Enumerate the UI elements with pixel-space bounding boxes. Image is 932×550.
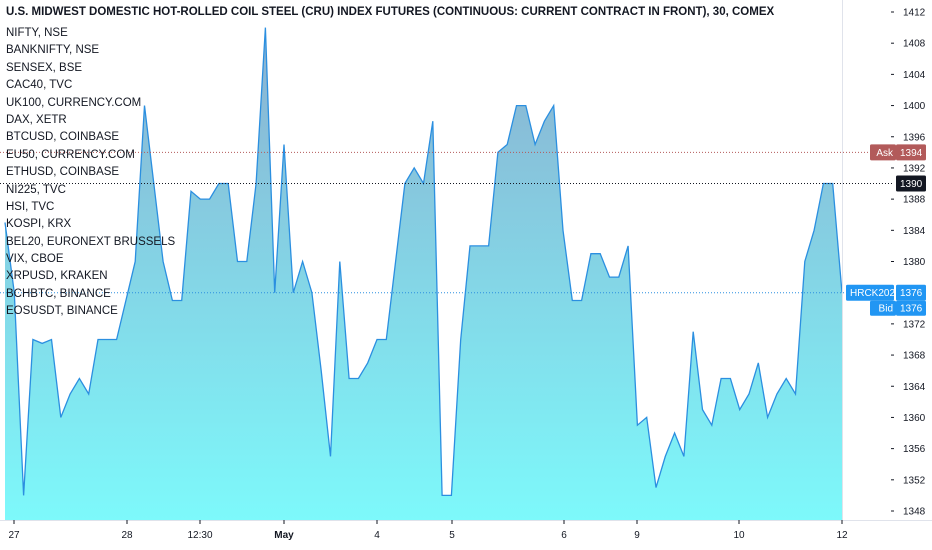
x-axis[interactable]: 27 28 12:30 May 4 5 6 9 10 12 — [8, 520, 848, 541]
symbol-item[interactable]: BANKNIFTY, NSE — [6, 44, 100, 57]
y-tick-label: 1396 — [903, 132, 926, 143]
symbol-item[interactable]: HSI, TVC — [6, 200, 55, 213]
symbol-item[interactable]: BCHBTC, BINANCE — [6, 287, 111, 300]
y-axis[interactable]: 1348 1352 1356 1360 1364 1368 1372 1376 1380 1384… — [0, 0, 932, 521]
x-tick-label: 28 — [121, 530, 133, 541]
y-tick-label: 1408 — [903, 39, 926, 50]
y-tick-label: 1404 — [903, 70, 926, 81]
x-tick-label: 10 — [733, 530, 745, 541]
ask-label-box — [870, 144, 896, 161]
current-price-badge-text: 1376 — [900, 288, 923, 299]
ask-price-badge-text: 1394 — [900, 148, 923, 159]
symbol-item[interactable]: CAC40, TVC — [6, 79, 73, 92]
symbol-badge-box — [846, 284, 894, 301]
y-tick-label: 1392 — [903, 163, 926, 174]
symbol-badge-text: HRCK2022 — [850, 288, 901, 299]
symbol-item[interactable]: EOSUSDT, BINANCE — [6, 305, 118, 318]
x-tick-label: 9 — [634, 530, 640, 541]
y-tick-label: 1388 — [903, 195, 926, 206]
bid-price-badge: 1376 — [896, 300, 926, 316]
symbol-list: NIFTY, NSE BANKNIFTY, NSE SENSEX, BSE CAC40… — [6, 25, 175, 321]
last-price-badge-text: 1390 — [900, 179, 923, 190]
area-layer — [5, 27, 842, 520]
symbol-item[interactable]: DAX, XETR — [6, 113, 67, 126]
symbol-item[interactable]: VIX, CBOE — [6, 253, 64, 266]
current-price-badge-box — [896, 284, 926, 301]
y-tick-label: 1368 — [903, 351, 926, 362]
x-tick-label: 12 — [836, 530, 848, 541]
y-tick-label: 1356 — [903, 444, 926, 455]
y-tick-label: 1360 — [903, 413, 926, 424]
bid-price-badge-box — [896, 300, 926, 316]
symbol-item[interactable]: BTCUSD, COINBASE — [6, 131, 120, 144]
x-tick-label: 5 — [449, 530, 455, 541]
y-tick-label: 1364 — [903, 382, 926, 393]
ask-price-badge: 1394 — [896, 144, 926, 161]
ask-label-text: Ask — [876, 148, 894, 159]
price-lines — [0, 151, 893, 294]
symbol-item[interactable]: ETHUSD, COINBASE — [6, 166, 120, 179]
y-tick-label: 1348 — [903, 507, 926, 518]
y-tick-label: 1400 — [903, 101, 926, 112]
x-tick-label: May — [274, 530, 294, 541]
y-tick-label: 1384 — [903, 226, 926, 237]
symbol-item[interactable]: BEL20, EURONEXT BRUSSELS — [6, 235, 176, 248]
x-tick-label: 27 — [8, 530, 20, 541]
bid-price-badge-text: 1376 — [900, 304, 923, 315]
y-tick-label: 1412 — [903, 8, 926, 19]
symbol-item[interactable]: UK100, CURRENCY.COM — [6, 96, 142, 109]
current-price-badge: 1376 — [896, 284, 926, 301]
ask-label: Ask — [870, 144, 896, 161]
x-tick-label: 12:30 — [187, 530, 212, 541]
ask-price-badge-box — [896, 144, 926, 161]
last-price-badge: 1390 — [896, 175, 926, 192]
last-price-badge-box — [896, 175, 926, 192]
area-fill — [5, 27, 842, 520]
y-tick-label: 1372 — [903, 319, 926, 330]
y-tick-label: 1380 — [903, 257, 926, 268]
chart-title: U.S. MIDWEST DOMESTIC HOT-ROLLED COIL ST… — [6, 6, 775, 18]
bid-label-box — [870, 300, 896, 316]
symbol-item[interactable]: SENSEX, BSE — [6, 61, 83, 74]
x-tick-label: 4 — [374, 530, 380, 541]
symbol-item[interactable]: KOSPI, KRX — [6, 218, 72, 231]
symbol-badge: HRCK2022 — [846, 284, 901, 301]
symbol-item[interactable]: NI225, TVC — [6, 183, 66, 196]
symbol-item[interactable]: XRPUSD, KRAKEN — [6, 270, 108, 283]
x-tick-label: 6 — [561, 530, 567, 541]
y-tick-label: 1352 — [903, 475, 926, 486]
bid-label-text: Bid — [879, 304, 893, 315]
symbol-item[interactable]: NIFTY, NSE — [6, 27, 68, 39]
bid-label: Bid — [870, 300, 896, 316]
symbol-item[interactable]: EU50, CURRENCY.COM — [6, 148, 135, 161]
